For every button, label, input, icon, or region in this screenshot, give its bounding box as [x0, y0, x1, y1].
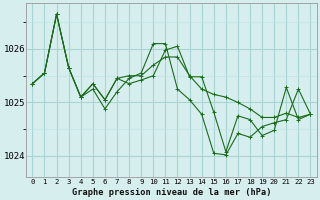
X-axis label: Graphe pression niveau de la mer (hPa): Graphe pression niveau de la mer (hPa): [72, 188, 271, 197]
